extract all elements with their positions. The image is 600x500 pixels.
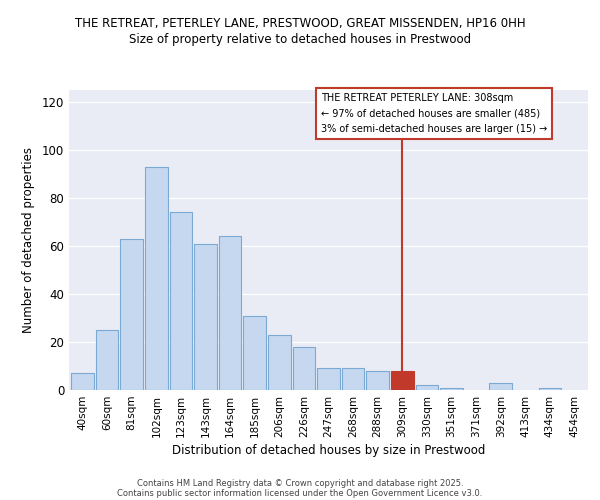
Bar xyxy=(96,330,118,390)
Text: Contains public sector information licensed under the Open Government Licence v3: Contains public sector information licen… xyxy=(118,488,482,498)
Bar xyxy=(170,212,192,390)
Bar xyxy=(219,236,241,390)
Bar xyxy=(317,368,340,390)
Bar xyxy=(539,388,561,390)
Bar xyxy=(244,316,266,390)
Text: Size of property relative to detached houses in Prestwood: Size of property relative to detached ho… xyxy=(129,32,471,46)
Bar xyxy=(121,239,143,390)
Bar xyxy=(440,388,463,390)
Bar xyxy=(367,371,389,390)
Bar xyxy=(268,335,290,390)
Text: Contains HM Land Registry data © Crown copyright and database right 2025.: Contains HM Land Registry data © Crown c… xyxy=(137,478,463,488)
Text: THE RETREAT PETERLEY LANE: 308sqm
← 97% of detached houses are smaller (485)
3% : THE RETREAT PETERLEY LANE: 308sqm ← 97% … xyxy=(321,93,547,134)
Bar xyxy=(342,368,364,390)
Bar xyxy=(490,383,512,390)
Bar xyxy=(194,244,217,390)
Bar xyxy=(391,371,413,390)
Bar xyxy=(416,385,438,390)
Bar xyxy=(293,347,315,390)
Bar xyxy=(145,167,167,390)
Text: THE RETREAT, PETERLEY LANE, PRESTWOOD, GREAT MISSENDEN, HP16 0HH: THE RETREAT, PETERLEY LANE, PRESTWOOD, G… xyxy=(74,18,526,30)
Y-axis label: Number of detached properties: Number of detached properties xyxy=(22,147,35,333)
Bar xyxy=(71,373,94,390)
X-axis label: Distribution of detached houses by size in Prestwood: Distribution of detached houses by size … xyxy=(172,444,485,457)
